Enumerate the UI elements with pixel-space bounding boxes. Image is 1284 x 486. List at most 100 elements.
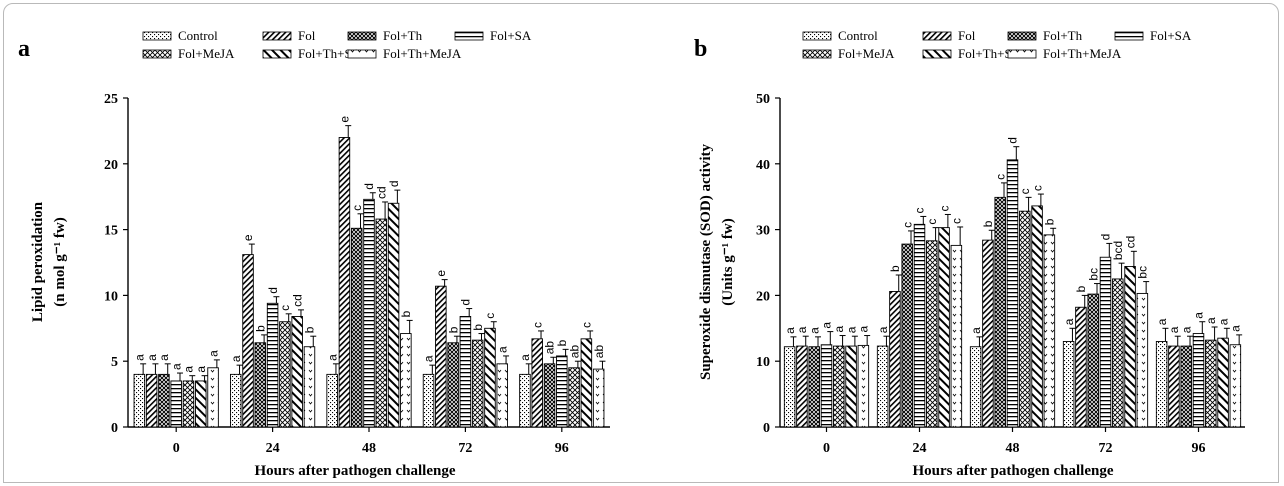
significance-label: a [969,327,983,334]
y-tick-label: 50 [756,92,770,107]
bar [833,345,845,428]
chart-panel-a: a Control Fol Fol+Th Fol+SA Fol+MeJA Fol+Th+SA… [18,28,610,479]
bar [1217,337,1229,428]
bar [913,223,926,428]
legend-label: Fol+Th [1043,28,1083,43]
figure-frame [3,3,1279,483]
significance-label: c [900,222,914,228]
bar [1019,210,1031,428]
significance-label: a [133,354,147,361]
bar [387,202,400,428]
chart-panel-b: b Control Fol Fol+Th Fol+SA Fol+MeJA Fol+Th+SA… [694,28,1245,479]
bar [1031,205,1043,428]
significance-label: b [1043,218,1057,225]
significance-label: c [530,322,544,328]
significance-label: a [844,326,858,333]
bar [484,327,496,428]
significance-label: a [157,354,171,361]
bar [808,346,820,428]
y-tick-label: 20 [104,158,118,173]
x-tick-label: 72 [458,441,472,456]
significance-label: b [446,326,460,333]
legend-swatch [262,31,292,41]
legend-swatch [1114,31,1144,41]
bar [435,285,447,428]
significance-label: bc [1136,266,1150,279]
significance-label: a [1179,326,1193,333]
significance-label: b [471,324,485,331]
bar [519,373,531,428]
bar [926,240,938,428]
significance-label: a [1062,318,1076,325]
bar [266,302,279,428]
significance-label: cd [290,294,304,307]
significance-label: c [1018,188,1032,194]
y-axis-title: Lipid peroxidation [30,201,46,322]
x-tick-label: 24 [913,441,927,456]
bar [982,239,994,428]
bar [969,346,982,428]
significance-label: a [795,326,809,333]
significance-label: d [362,183,376,190]
bar [1205,339,1217,428]
significance-label: a [325,354,339,361]
significance-label: c [278,305,292,311]
bar [950,244,963,428]
legend: Control Fol Fol+Th Fol+SA Fol+MeJA Fol+Th+SA F… [142,28,532,61]
significance-label: c [937,205,951,211]
legend-label: Fol+SA [1150,28,1192,43]
panel-letter: a [18,36,30,62]
significance-label: a [783,327,797,334]
bar [1180,345,1192,428]
legend-swatch [1007,31,1037,41]
bar [568,367,580,428]
significance-label: e [434,270,448,277]
x-tick-label: 72 [1099,441,1113,456]
x-axis-title: Hours after pathogen challenge [255,463,456,479]
bar [133,373,146,428]
significance-label: a [1204,317,1218,324]
significance-label: a [145,354,159,361]
legend-label: Fol+SA [490,28,532,43]
x-tick-label: 96 [1192,441,1206,456]
bar [938,227,950,428]
y-tick-label: 0 [763,421,770,436]
significance-label: d [1099,234,1113,241]
significance-label: a [820,322,834,329]
significance-label: bc [1086,268,1100,281]
bar [592,368,605,428]
significance-label: d [266,287,280,294]
bar [783,346,796,428]
bar [182,380,195,428]
bar [543,363,556,428]
bar [531,338,543,428]
x-axis-title: Hours after pathogen challenge [913,463,1114,479]
bar [363,198,375,428]
bar [291,316,303,428]
y-tick-label: 10 [104,289,118,304]
bar [1124,265,1136,428]
bar [556,355,568,428]
bar [1136,292,1149,428]
bar [242,254,254,428]
bar [422,373,435,428]
bar [338,137,351,428]
bar [158,373,170,428]
significance-label: a [422,355,436,362]
significance-label: c [913,207,927,213]
legend-swatch [802,31,832,41]
legend-swatch [1007,49,1037,59]
legend-label: Fol+Th [383,28,423,43]
legend: Control Fol Fol+Th Fol+SA Fol+MeJA Fol+Th+SA F… [802,28,1192,61]
bar [375,218,388,428]
significance-label: a [876,326,890,333]
legend-swatch [802,49,832,59]
y-tick-label: 0 [111,421,118,436]
y-tick-label: 40 [756,158,770,173]
bar [876,345,889,428]
bar [279,321,291,428]
y-tick-label: 5 [111,355,118,370]
significance-label: b [981,220,995,227]
bar [1006,159,1019,428]
legend-label: Fol+MeJA [178,46,235,61]
